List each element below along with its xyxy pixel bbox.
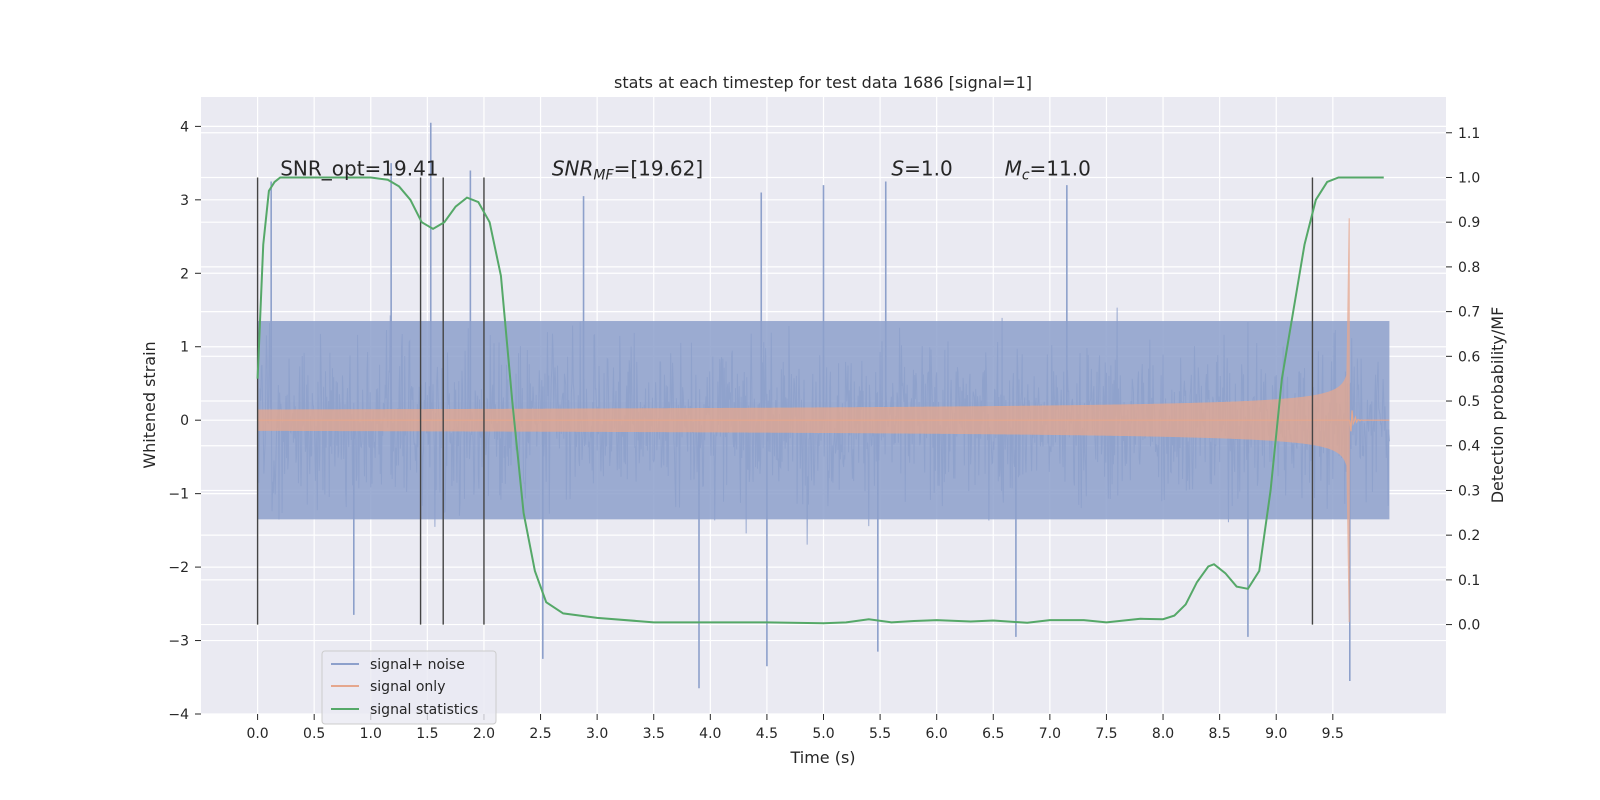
y-left-tick-label-8: 4 (180, 119, 189, 135)
x-tick-label-5: 2.5 (529, 726, 551, 742)
x-tick-label-12: 6.0 (926, 726, 948, 742)
y-right-axis-ticks: 0.0 0.1 0.2 0.3 0.4 0.5 0.6 0.7 0.8 0.9 1.0 1.1 (1446, 126, 1480, 634)
annotation-3-suffix: =11.0 (1030, 156, 1091, 180)
x-tick-label-0: 0.0 (246, 726, 268, 742)
y-right-tick-label-3: 0.3 (1458, 483, 1480, 499)
x-tick-label-14: 7.0 (1039, 726, 1061, 742)
x-tick-label-8: 4.0 (699, 726, 721, 742)
y-right-tick-label-1: 0.1 (1458, 573, 1480, 589)
y-left-tick-label-5: 1 (180, 340, 189, 356)
x-tick-label-13: 6.5 (982, 726, 1004, 742)
annotation-0: SNR_opt=19.41 (280, 156, 438, 180)
y-left-tick-label-1: −3 (168, 634, 189, 650)
vertical-lines (256, 177, 1314, 625)
x-tick-label-18: 9.0 (1265, 726, 1287, 742)
y-left-tick-label-6: 2 (180, 266, 189, 282)
y-right-tick-label-10: 1.0 (1458, 170, 1480, 186)
x-tick-label-6: 3.0 (586, 726, 608, 742)
x-tick-label-16: 8.0 (1152, 726, 1174, 742)
y-left-tick-label-7: 3 (180, 193, 189, 209)
series-signal-statistics (256, 176, 1384, 625)
annotation-1: SNRMF=[19.62] (552, 156, 703, 183)
annotation-3-main: M (1005, 156, 1022, 180)
y-right-tick-label-8: 0.8 (1458, 260, 1480, 276)
signal-ringdown (1349, 410, 1390, 432)
x-tick-label-7: 3.5 (643, 726, 665, 742)
legend-label-signal-noise: signal+ noise (370, 657, 465, 673)
y-left-tick-label-0: −4 (168, 707, 189, 723)
y-left-tick-label-2: −2 (168, 560, 189, 576)
y-right-tick-label-6: 0.6 (1458, 349, 1480, 365)
x-axis-ticks: 0.0 0.5 1.0 1.5 2.0 2.5 3.0 3.5 4.0 4.5 5.0 5.5 6.0 6… (246, 714, 1344, 742)
statistics-line (256, 176, 1384, 625)
annotation-1-sub: MF (593, 167, 614, 183)
annotation-1-suffix: =[19.62] (614, 156, 704, 180)
legend: signal+ noise signal only signal statist… (321, 650, 497, 725)
x-tick-label-11: 5.5 (869, 726, 891, 742)
x-tick-label-1: 0.5 (303, 726, 325, 742)
x-tick-label-15: 7.5 (1095, 726, 1117, 742)
y-right-tick-label-7: 0.7 (1458, 305, 1480, 321)
x-tick-label-3: 1.5 (416, 726, 438, 742)
annotation-3: Mc=11.0 (1005, 156, 1091, 183)
y-right-tick-label-5: 0.5 (1458, 394, 1480, 410)
x-tick-label-10: 5.0 (812, 726, 834, 742)
y-right-tick-label-4: 0.4 (1458, 439, 1480, 455)
y-right-tick-label-9: 0.9 (1458, 215, 1480, 231)
annotations: SNR_opt=19.41 SNRMF=[19.62] S=1.0 Mc=11.0 (280, 156, 1091, 183)
annotation-2-main: S (891, 156, 904, 180)
y-left-tick-label-3: −1 (168, 487, 189, 503)
annotation-1-main: SNR (552, 156, 594, 180)
x-tick-label-17: 8.5 (1209, 726, 1231, 742)
chart-title: stats at each timestep for test data 168… (614, 73, 1032, 92)
y-left-axis-label: Whitened strain (140, 341, 159, 468)
y-left-tick-label-4: 0 (180, 413, 189, 429)
y-right-tick-label-0: 0.0 (1458, 618, 1480, 634)
x-tick-label-2: 1.0 (360, 726, 382, 742)
annotation-2-suffix: =1.0 (904, 156, 953, 180)
annotation-2: S=1.0 (891, 156, 952, 180)
annotation-3-sub: c (1022, 167, 1030, 183)
x-tick-label-4: 2.0 (473, 726, 495, 742)
x-tick-label-19: 9.5 (1322, 726, 1344, 742)
y-left-axis-ticks: −4 −3 −2 −1 0 1 2 3 4 (168, 119, 201, 723)
x-axis-label: Time (s) (789, 748, 855, 767)
y-right-axis-label: Detection probability/MF (1488, 307, 1507, 504)
legend-box (321, 650, 497, 725)
legend-label-signal-only: signal only (370, 679, 445, 695)
series-signal-only (257, 218, 1390, 623)
legend-label-signal-statistics: signal statistics (370, 702, 478, 718)
y-right-tick-label-11: 1.1 (1458, 126, 1480, 142)
x-tick-label-9: 4.5 (756, 726, 778, 742)
y-right-tick-label-2: 0.2 (1458, 528, 1480, 544)
